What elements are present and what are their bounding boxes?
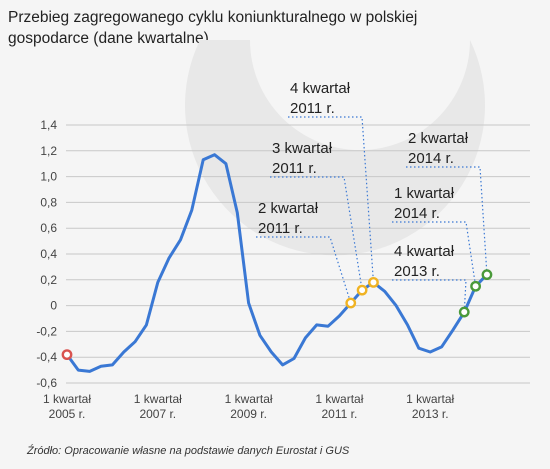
annotation-label: 2013 r. bbox=[394, 263, 440, 280]
y-tick-label: -0,6 bbox=[36, 376, 57, 390]
annotation-label: 2 kwartał bbox=[408, 130, 469, 147]
data-point-marker bbox=[470, 280, 481, 292]
x-tick-label: 2011 r. bbox=[321, 407, 357, 421]
annotation-leader-line bbox=[256, 236, 352, 304]
y-tick-label: 1,0 bbox=[40, 170, 57, 184]
y-tick-label: 0,2 bbox=[40, 273, 57, 287]
annotation-label: 4 kwartał bbox=[394, 243, 455, 260]
y-tick-label: -0,4 bbox=[36, 350, 57, 364]
data-point-marker bbox=[368, 276, 379, 288]
annotation-label: 1 kwartał bbox=[394, 185, 455, 202]
annotation-label: 3 kwartał bbox=[272, 140, 333, 157]
annotation-label: 2011 r. bbox=[290, 100, 335, 117]
annotation-leader-line bbox=[406, 166, 488, 275]
x-tick-label: 2005 r. bbox=[49, 407, 86, 421]
x-tick-label: 1 kwartał bbox=[315, 392, 363, 406]
y-tick-label: 1,4 bbox=[40, 118, 57, 132]
annotation-leader-line bbox=[392, 279, 467, 313]
x-tick-label: 1 kwartał bbox=[134, 392, 182, 406]
x-tick-label: 1 kwartał bbox=[43, 392, 91, 406]
data-point-marker bbox=[481, 269, 493, 281]
data-point-marker bbox=[458, 306, 470, 318]
series-line bbox=[65, 153, 489, 373]
y-tick-label: 1,2 bbox=[40, 144, 57, 158]
data-point-marker bbox=[356, 284, 368, 296]
x-tick-label: 2007 r. bbox=[139, 407, 176, 421]
annotation-leader-line bbox=[288, 116, 375, 283]
annotation-label: 2 kwartał bbox=[258, 200, 319, 217]
y-tick-label: -0,2 bbox=[36, 324, 57, 338]
annotation-label: 4 kwartał bbox=[290, 80, 351, 97]
chart-title-line1: Przebieg zagregowanego cyklu koniunktura… bbox=[8, 9, 418, 26]
annotation-leader-line bbox=[270, 176, 363, 291]
x-tick-label: 1 kwartał bbox=[225, 392, 273, 406]
y-tick-label: 0,6 bbox=[40, 221, 57, 235]
chart-title-line2: gospodarce (dane kwartalne) bbox=[8, 30, 209, 47]
data-point-marker bbox=[61, 349, 73, 361]
chart-title: Przebieg zagregowanego cyklu koniunktura… bbox=[8, 7, 538, 49]
x-tick-label: 2009 r. bbox=[230, 407, 267, 421]
annotation-label: 2011 r. bbox=[258, 220, 303, 237]
watermark-logo bbox=[185, 40, 485, 256]
annotation-label: 2014 r. bbox=[408, 150, 454, 167]
x-tick-label: 1 kwartał bbox=[406, 392, 454, 406]
annotation-label: 2014 r. bbox=[394, 205, 440, 222]
y-tick-label: 0 bbox=[50, 299, 57, 313]
annotation-label: 2011 r. bbox=[272, 160, 317, 177]
y-tick-label: 0,4 bbox=[40, 247, 57, 261]
y-tick-label: 0,8 bbox=[40, 195, 57, 209]
annotation-leader-line bbox=[392, 221, 477, 287]
data-point-marker bbox=[345, 297, 357, 309]
source-note: Źródło: Opracowanie własne na podstawie … bbox=[27, 445, 350, 457]
x-tick-label: 2013 r. bbox=[412, 407, 449, 421]
